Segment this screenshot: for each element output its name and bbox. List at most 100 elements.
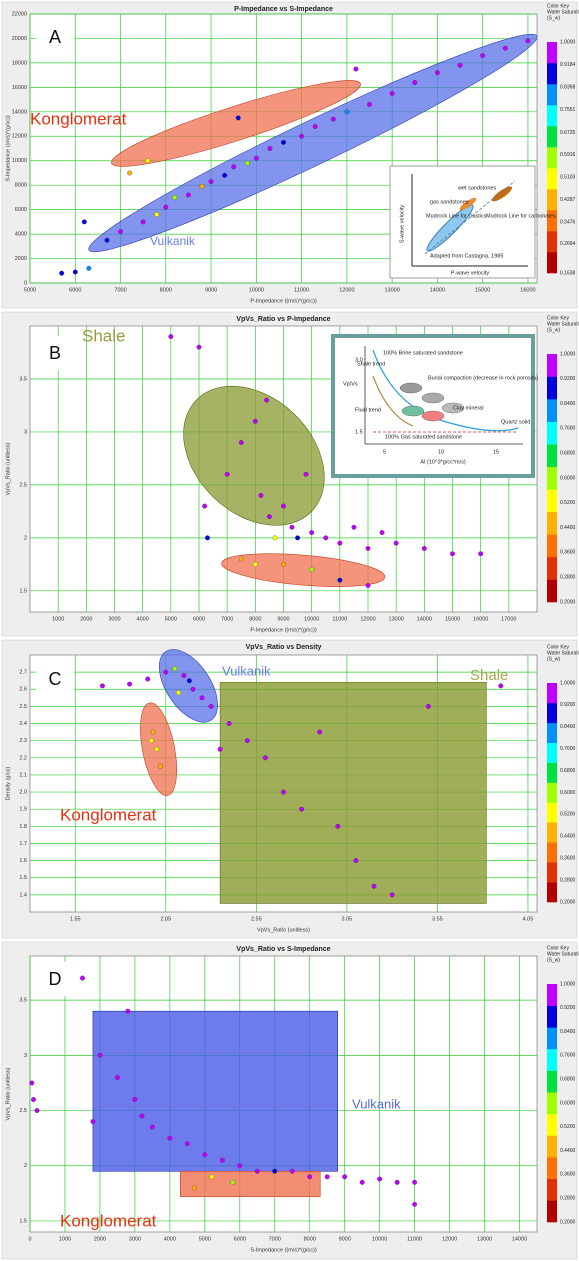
y-tick-label: 2.5 [19, 482, 27, 488]
x-tick-label: 11000 [294, 287, 309, 293]
x-tick-label: 1.55 [70, 916, 81, 922]
colorbar-segment [547, 1178, 557, 1201]
colorbar-tick-label: 0.8368 [560, 84, 576, 90]
point [289, 1168, 295, 1174]
x-tick-label: 4.05 [523, 916, 534, 922]
x-tick-label: 6000 [193, 616, 205, 622]
region [111, 80, 361, 167]
inset-text: wet sandstones [457, 185, 496, 191]
x-tick-label: 4000 [164, 1236, 176, 1242]
x-tick-label: 3000 [129, 1236, 141, 1242]
panel-letter-box [36, 336, 74, 370]
point [209, 1174, 215, 1180]
inset-text: Clay mineral [453, 405, 484, 411]
point [149, 1124, 155, 1130]
inset-blob [399, 382, 423, 394]
point [145, 158, 151, 164]
point [191, 1185, 197, 1191]
x-tick-label: 13000 [384, 287, 399, 293]
colorbar-segment [547, 84, 557, 106]
point [219, 1157, 225, 1163]
inset-brine [372, 349, 519, 432]
colorbar-segment [547, 802, 557, 823]
y-tick-label: 1.7 [19, 841, 27, 847]
colorbar-tick-label: 0.6800 [560, 1077, 576, 1083]
y-tick-label: 2 [24, 535, 27, 541]
colorbar-tick-label: 0.6000 [560, 790, 576, 796]
y-tick-label: 2.3 [19, 738, 27, 744]
y-tick-label: 18000 [12, 60, 27, 66]
x-tick-label: 14000 [417, 616, 432, 622]
colorbar-segment [547, 168, 557, 190]
point [118, 229, 123, 235]
inset: wet sandstones gas sandstones Mudrock Line… [389, 165, 556, 279]
point [231, 164, 237, 170]
point [394, 1179, 400, 1185]
x-tick-label: 4000 [137, 616, 149, 622]
point [317, 729, 323, 735]
y-tick-label: 1.5 [19, 588, 27, 594]
x-tick-label: 9000 [339, 1236, 351, 1242]
point [379, 530, 385, 536]
point [337, 540, 343, 546]
colorbar-tick-label: 0.2800 [560, 877, 576, 883]
point [217, 746, 223, 752]
region [88, 33, 538, 253]
point [127, 681, 133, 687]
point [281, 139, 286, 145]
inset-text: 3.0 [355, 357, 363, 363]
inset-shale [372, 375, 414, 427]
colorbar-tick-label: 0.9200 [560, 376, 576, 382]
point [90, 1119, 96, 1125]
colorbar-title: Water Saturatio [547, 650, 579, 656]
y-tick-label: 2.2 [19, 755, 27, 761]
point [412, 1179, 418, 1185]
x-tick-label: 2.05 [160, 916, 171, 922]
point [139, 1113, 145, 1119]
x-tick-label: 3.55 [432, 916, 443, 922]
colorbar-segment [547, 762, 557, 783]
colorbar-segment [547, 489, 557, 513]
x-axis-label: S-Impedance ((m/s)*(g/cc)) [250, 1247, 316, 1253]
colorbar-tick-label: 0.7600 [560, 1053, 576, 1059]
point [186, 678, 192, 684]
colorbar-tick-label: 0.5103 [560, 175, 576, 181]
point [168, 334, 174, 340]
point [238, 556, 244, 562]
colorbar-segment [547, 556, 557, 580]
point [323, 535, 329, 541]
colorbar-tick-label: 0.3476 [560, 220, 576, 226]
point [157, 763, 163, 769]
region-label: Konglomerat [30, 109, 127, 128]
panel: VpVs_Ratio vs S-Impedance S-Impedance ((m… [1, 941, 579, 1260]
point [125, 1008, 131, 1014]
point [226, 721, 232, 726]
point [185, 192, 191, 198]
colorbar-segment [547, 722, 557, 744]
inset-clastics [426, 204, 474, 252]
panel-letter: A [49, 27, 61, 47]
y-tick-label: 2.1 [19, 772, 27, 778]
region [180, 1170, 321, 1197]
y-tick-label: 2.5 [19, 704, 27, 710]
point [190, 686, 196, 692]
y-tick-label: 2.4 [19, 721, 27, 727]
x-tick-label: 10000 [249, 287, 264, 293]
x-axis-label: P-Impedance ((m/s)*(g/cc)) [250, 627, 316, 633]
colorbar-tick-label: 0.4287 [560, 197, 576, 203]
point [389, 91, 395, 96]
region-label: Vulkanik [352, 1096, 401, 1111]
point [127, 170, 133, 176]
point [140, 219, 146, 225]
point [295, 535, 301, 541]
point [450, 551, 455, 557]
colorbar-segment [547, 354, 557, 377]
colorbar-segment [547, 126, 557, 148]
point [389, 892, 395, 898]
colorbar-segment [547, 882, 557, 903]
point [132, 1097, 138, 1102]
region [221, 553, 386, 587]
inset-text: Vp/Vs [343, 381, 358, 387]
inset-frame [331, 334, 535, 478]
point [365, 545, 371, 551]
